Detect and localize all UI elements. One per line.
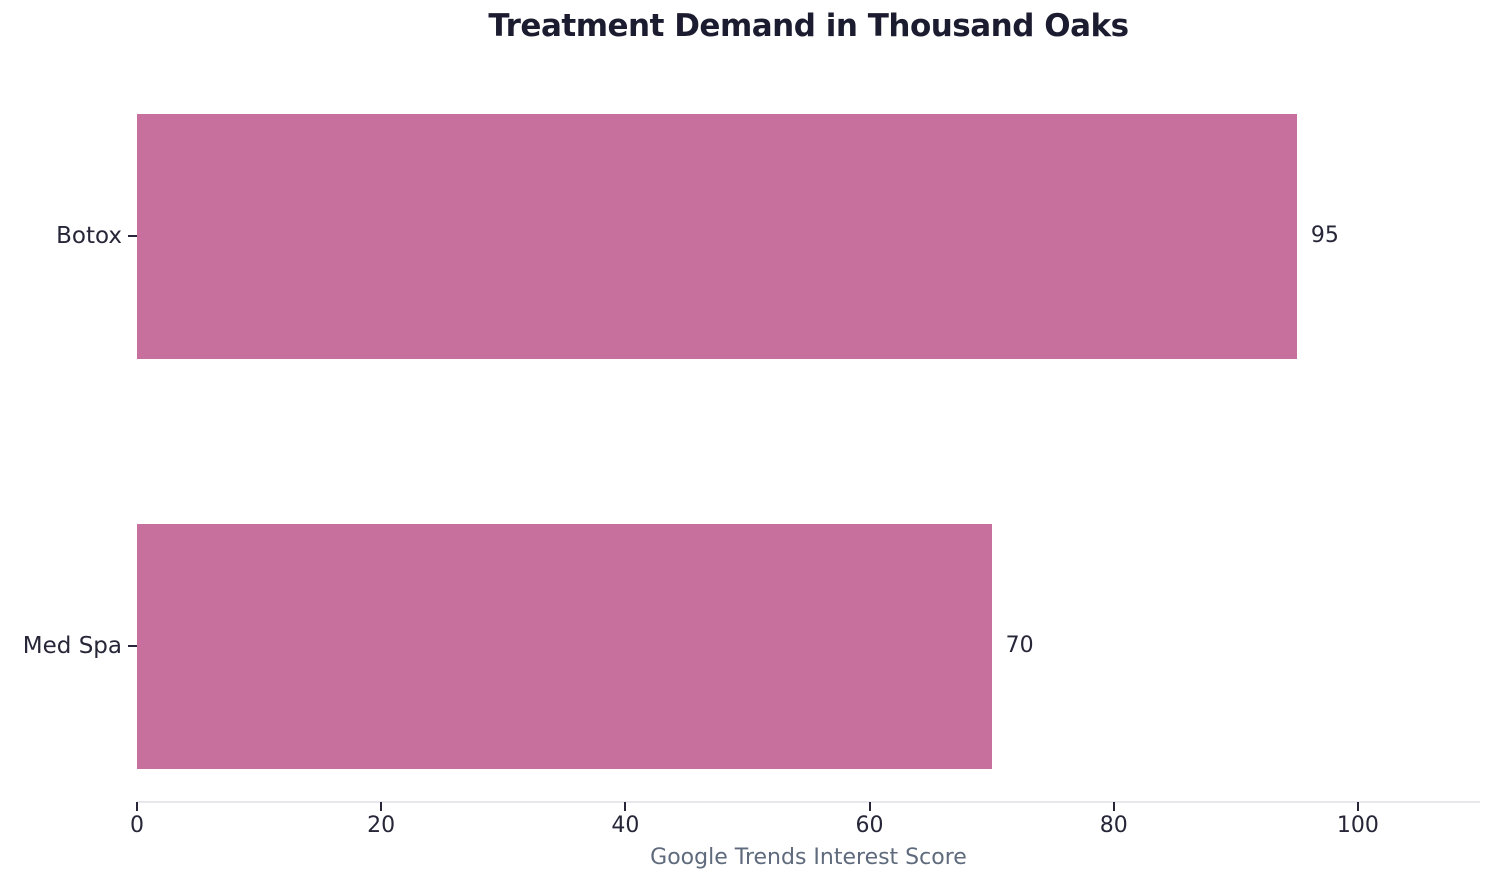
x-tick-label: 100 — [1336, 813, 1379, 838]
x-tick-mark — [868, 802, 871, 811]
plot-area: 95 70 — [137, 65, 1480, 802]
x-tick-mark — [624, 802, 627, 811]
bar-med-spa — [137, 523, 992, 769]
x-axis-label: Google Trends Interest Score — [650, 845, 967, 870]
x-axis-line — [137, 801, 1480, 803]
x-tick-mark — [136, 802, 138, 811]
x-tick-label: 60 — [855, 813, 884, 838]
category-label: Botox — [56, 223, 122, 249]
chart-title: Treatment Demand in Thousand Oaks — [488, 8, 1129, 44]
value-label: 70 — [1005, 633, 1034, 658]
x-tick-label: 40 — [611, 813, 640, 838]
y-tick-mark — [128, 235, 137, 237]
x-tick-mark — [1356, 802, 1359, 811]
x-tick-label: 20 — [367, 813, 396, 838]
bar-botox — [137, 113, 1297, 359]
x-tick-mark — [380, 802, 383, 811]
x-tick-label: 0 — [130, 813, 144, 838]
y-tick-mark — [128, 645, 137, 647]
category-label: Med Spa — [22, 633, 122, 659]
x-tick-label: 80 — [1099, 813, 1128, 838]
value-label: 95 — [1310, 223, 1339, 248]
x-tick-mark — [1112, 802, 1115, 811]
